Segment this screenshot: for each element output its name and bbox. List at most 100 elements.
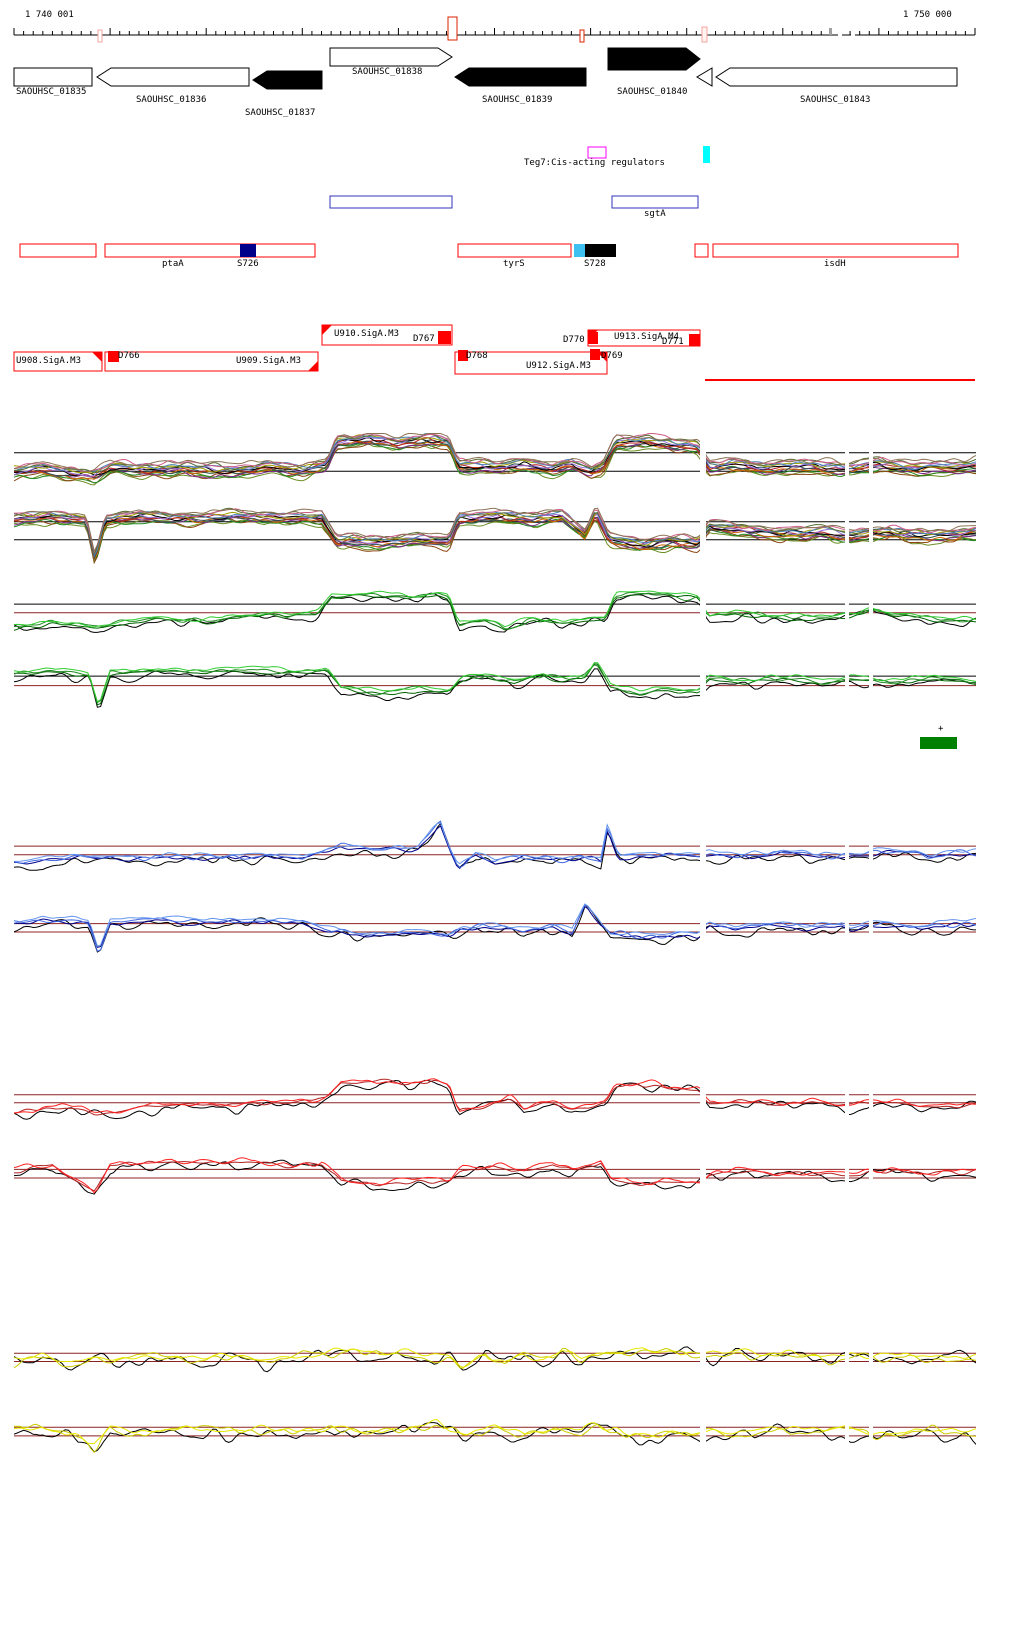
- panel-gap: [869, 1327, 873, 1396]
- panel-gap: [845, 584, 849, 651]
- panel-gap: [869, 584, 873, 651]
- signal-line: [14, 507, 976, 553]
- signal-line: [14, 512, 976, 560]
- signal-line: [14, 1157, 976, 1194]
- gene-saouhsc_01843[interactable]: [715, 67, 958, 87]
- signal-line: [14, 1419, 976, 1445]
- signal-line: [14, 825, 976, 870]
- legend-plus-label: +: [938, 724, 944, 734]
- signal-line: [14, 517, 976, 565]
- signal-line: [14, 1078, 976, 1116]
- signal-line: [14, 513, 976, 558]
- d-feature-D768[interactable]: [458, 350, 468, 361]
- signal-line: [14, 439, 976, 479]
- tu-box-U912.SigA.M3[interactable]: [454, 351, 608, 375]
- panel-gap: [700, 897, 706, 967]
- signal-line: [14, 437, 976, 478]
- d-feature-D770[interactable]: [588, 332, 598, 344]
- panel-gap: [845, 897, 849, 967]
- signal-track-red-fwd: [14, 1072, 976, 1139]
- panel-gap: [845, 1142, 849, 1214]
- S728-box[interactable]: [585, 244, 616, 257]
- ruler-mark: [701, 26, 708, 43]
- ruler-mark: [829, 28, 832, 35]
- signal-line: [14, 904, 976, 952]
- panel-gap: [869, 1397, 873, 1469]
- tu-flag: [308, 361, 318, 371]
- signal-line: [14, 434, 976, 474]
- signal-line: [14, 1422, 976, 1453]
- signal-line: [14, 906, 976, 953]
- panel-gap: [845, 818, 849, 896]
- ruler-mark: [97, 29, 103, 43]
- panel-gap: [700, 584, 706, 651]
- tu-box-U909.SigA.M3[interactable]: [104, 351, 319, 372]
- signal-track-yellow-fwd: [14, 1327, 976, 1396]
- signal-line: [14, 1160, 976, 1192]
- operon-box-1[interactable]: [329, 195, 453, 209]
- signal-line: [14, 513, 976, 562]
- browser-header-canvas: [13, 16, 976, 381]
- signal-track-blue-fwd: [14, 818, 976, 896]
- signal-line: [14, 820, 976, 869]
- signal-line: [14, 440, 976, 480]
- gene-saouhsc_01836[interactable]: [96, 67, 250, 87]
- signal-line: [14, 1346, 976, 1373]
- S726-box[interactable]: [240, 244, 256, 257]
- isdH-box[interactable]: [712, 243, 959, 258]
- signal-line: [14, 519, 976, 564]
- signal-line: [14, 822, 976, 871]
- gene-saouhsc_01835[interactable]: [13, 67, 93, 87]
- signal-line: [14, 516, 976, 562]
- ptaA-box[interactable]: [104, 243, 316, 258]
- signal-line: [14, 664, 976, 704]
- signal-track-yellow-rev: [14, 1397, 976, 1469]
- signal-line: [14, 905, 976, 948]
- d-feature-D766[interactable]: [108, 351, 119, 362]
- coordinate-start: 1 740 001: [25, 10, 74, 20]
- d-feature-D771[interactable]: [689, 334, 700, 346]
- signal-line: [14, 592, 976, 630]
- ruler-mark: [447, 16, 458, 41]
- red-box-left[interactable]: [19, 243, 97, 258]
- operon-box-2[interactable]: [611, 195, 699, 209]
- red-box-small[interactable]: [694, 243, 709, 258]
- S728-cyan-box[interactable]: [574, 244, 585, 257]
- signal-line: [14, 433, 976, 473]
- gene-saouhsc_01840[interactable]: [607, 47, 701, 71]
- signal-line: [14, 1079, 976, 1120]
- gene-saouhsc_01838[interactable]: [329, 47, 453, 67]
- signal-line: [14, 663, 976, 706]
- teg7-box[interactable]: [587, 146, 607, 159]
- gene-arrowhead[interactable]: [696, 67, 713, 87]
- signal-track-array-all-rev: [14, 506, 976, 578]
- panel-gap: [700, 506, 706, 578]
- gene-saouhsc_01837[interactable]: [252, 70, 323, 90]
- signal-track-green-fwd: [14, 584, 976, 651]
- tyrS-box[interactable]: [457, 243, 572, 258]
- tu-box-U913.SigA.M4[interactable]: [587, 329, 701, 347]
- gene-saouhsc_01839[interactable]: [454, 67, 587, 87]
- tu-box-U908.SigA.M3[interactable]: [13, 351, 103, 372]
- signal-line: [14, 433, 976, 473]
- signal-line: [14, 442, 976, 484]
- signal-track-red-rev: [14, 1142, 976, 1214]
- panel-gap: [845, 1397, 849, 1469]
- signal-line: [14, 1347, 976, 1369]
- tu-box-U910.SigA.M3[interactable]: [321, 324, 453, 346]
- d-feature-D767[interactable]: [438, 331, 451, 344]
- panel-gap: [845, 1327, 849, 1396]
- d-feature-D769[interactable]: [590, 349, 600, 360]
- cyan-marker[interactable]: [703, 146, 710, 163]
- red-separator-line: [705, 379, 975, 381]
- signal-line: [14, 443, 976, 486]
- ruler-mark: [579, 29, 585, 43]
- signal-track-blue-rev: [14, 897, 976, 967]
- panel-gap: [700, 653, 706, 721]
- panel-gap: [700, 1142, 706, 1214]
- signal-track-array-all-fwd: [14, 432, 976, 506]
- signal-line: [14, 433, 976, 473]
- signal-line: [14, 433, 976, 474]
- signal-line: [14, 590, 976, 628]
